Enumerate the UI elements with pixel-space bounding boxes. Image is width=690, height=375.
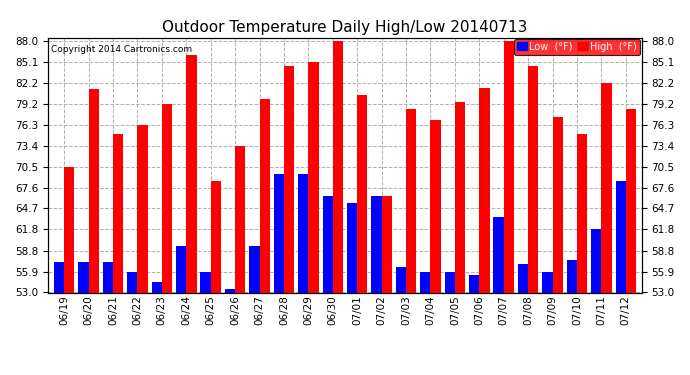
Bar	[566, 260, 577, 292]
Title: Outdoor Temperature Daily High/Low 20140713: Outdoor Temperature Daily High/Low 20140…	[162, 20, 528, 35]
Bar	[420, 272, 431, 292]
Bar	[249, 246, 259, 292]
Bar	[225, 289, 235, 292]
Bar	[235, 146, 246, 292]
Bar	[54, 262, 64, 292]
Bar	[347, 203, 357, 292]
Bar	[504, 41, 514, 292]
Bar	[162, 104, 172, 292]
Bar	[64, 167, 75, 292]
Bar	[113, 135, 124, 292]
Bar	[79, 262, 88, 292]
Bar	[577, 135, 587, 292]
Bar	[298, 174, 308, 292]
Bar	[200, 272, 210, 292]
Bar	[493, 217, 504, 292]
Bar	[615, 181, 626, 292]
Bar	[455, 102, 465, 292]
Bar	[274, 174, 284, 292]
Bar	[103, 262, 113, 292]
Legend: Low  (°F), High  (°F): Low (°F), High (°F)	[514, 39, 640, 54]
Bar	[382, 195, 392, 292]
Bar	[553, 117, 563, 292]
Bar	[152, 282, 162, 292]
Bar	[444, 272, 455, 292]
Bar	[480, 88, 490, 292]
Bar	[259, 99, 270, 292]
Bar	[284, 66, 294, 292]
Bar	[88, 89, 99, 292]
Bar	[186, 56, 197, 292]
Bar	[137, 125, 148, 292]
Bar	[210, 181, 221, 292]
Bar	[469, 274, 480, 292]
Bar	[308, 62, 319, 292]
Bar	[591, 229, 602, 292]
Bar	[518, 264, 528, 292]
Bar	[176, 246, 186, 292]
Bar	[431, 120, 441, 292]
Bar	[322, 195, 333, 292]
Bar	[542, 272, 553, 292]
Bar	[626, 110, 636, 292]
Bar	[602, 83, 611, 292]
Bar	[396, 267, 406, 292]
Bar	[406, 110, 416, 292]
Bar	[127, 272, 137, 292]
Bar	[371, 195, 382, 292]
Text: Copyright 2014 Cartronics.com: Copyright 2014 Cartronics.com	[51, 45, 193, 54]
Bar	[333, 41, 343, 292]
Bar	[357, 95, 368, 292]
Bar	[528, 66, 538, 292]
